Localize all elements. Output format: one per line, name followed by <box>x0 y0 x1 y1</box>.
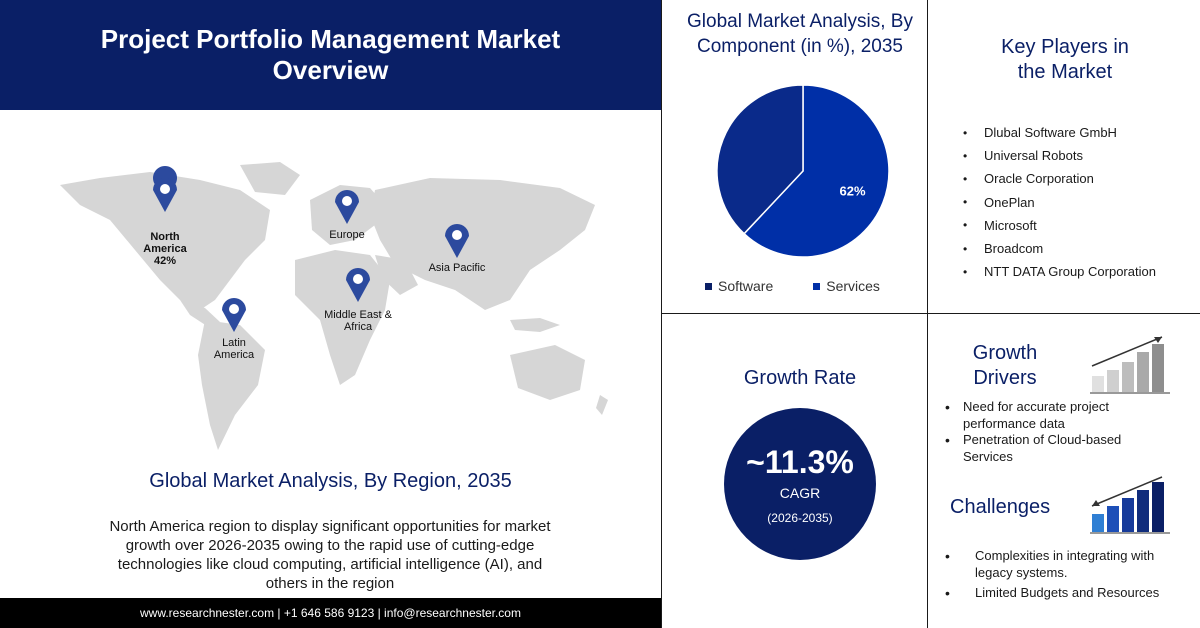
middle-east-shape <box>375 255 418 295</box>
page-title: Project Portfolio Management Market Over… <box>100 24 561 85</box>
label-latin-america: Latin America <box>213 337 255 361</box>
growth-chart-icon <box>1090 336 1170 394</box>
north-america-shape <box>60 172 270 310</box>
legend-swatch-software <box>705 282 712 290</box>
growth-rate-title: Growth Rate <box>743 367 857 389</box>
divider-right <box>927 0 928 628</box>
pie-legend: Software Services <box>705 278 925 294</box>
legend-item-software: Software <box>705 278 773 294</box>
pie-slice-software <box>743 84 890 258</box>
growth-rate-circle: ~11.3% CAGR (2026-2035) <box>724 408 876 560</box>
pie-data-label: 62% <box>840 184 866 199</box>
list-item: Microsoft <box>963 214 1156 237</box>
world-map: North America 42% Europe Asia Pacific Mid… <box>40 160 640 460</box>
list-item: • Limited Budgets and Resources <box>945 585 1160 601</box>
list-item: • Complexities in integrating with legacy… <box>945 548 1155 580</box>
legend-label-services: Services <box>826 278 880 294</box>
label-europe: Europe <box>329 229 365 241</box>
pin-latin-america <box>222 298 246 332</box>
label-north-america: North America 42% <box>143 231 187 267</box>
world-map-shapes <box>60 162 608 450</box>
challenges-list: • Complexities in integrating with legacy… <box>945 548 1185 602</box>
pie-slice-services <box>716 84 804 235</box>
label-asia-pacific: Asia Pacific <box>428 262 486 274</box>
key-players-list: Dlubal Software GmbH Universal Robots Or… <box>963 121 1156 283</box>
label-middle-east-africa: Middle East & Africa <box>324 309 392 333</box>
list-item: Broadcom <box>963 237 1156 260</box>
divider-middle <box>661 313 1200 314</box>
list-item: OnePlan <box>963 191 1156 214</box>
list-item: Universal Robots <box>963 144 1156 167</box>
list-item: Oracle Corporation <box>963 167 1156 190</box>
legend-swatch-services <box>813 282 821 290</box>
list-item: • Penetration of Cloud-based Services <box>945 432 1122 464</box>
pin-middle-east-africa <box>346 268 370 302</box>
south-america-shape <box>198 320 265 450</box>
region-analysis-title: Global Market Analysis, By Region, 2035 <box>149 470 512 492</box>
new-zealand-shape <box>596 395 608 415</box>
divider-left <box>661 0 662 628</box>
growth-rate-label: CAGR <box>779 485 821 501</box>
legend-label-software: Software <box>718 278 774 294</box>
list-item: Dlubal Software GmbH <box>963 121 1156 144</box>
legend-item-services: Services <box>813 278 880 294</box>
title-banner: Project Portfolio Management Market Over… <box>0 0 661 110</box>
region-analysis-text: North America region to display signific… <box>109 518 551 592</box>
growth-drivers-list: • Need for accurate project performance d… <box>945 399 1145 465</box>
australia-shape <box>510 345 585 400</box>
pin-europe <box>335 190 359 224</box>
footer-contact: www.researchnester.com | +1 646 586 9123… <box>0 598 661 628</box>
pin-north-america <box>153 166 178 212</box>
greenland-shape <box>240 162 300 195</box>
pin-asia-pacific <box>445 224 469 258</box>
growth-drivers-title: Growth Drivers <box>972 342 1038 389</box>
list-item: • Need for accurate project performance d… <box>945 399 1109 431</box>
challenges-title: Challenges <box>950 496 1051 518</box>
growth-rate-value: ~11.3% <box>746 444 854 480</box>
pie-chart: 62% <box>716 84 890 258</box>
challenges-chart-icon <box>1090 476 1170 534</box>
list-item: NTT DATA Group Corporation <box>963 260 1156 283</box>
asia-shape <box>370 178 595 310</box>
key-players-title: Key Players in the Market <box>1001 36 1129 83</box>
component-analysis-title: Global Market Analysis, By Component (in… <box>687 11 913 57</box>
indonesia-shape <box>510 318 560 332</box>
growth-rate-period: (2026-2035) <box>767 511 833 525</box>
